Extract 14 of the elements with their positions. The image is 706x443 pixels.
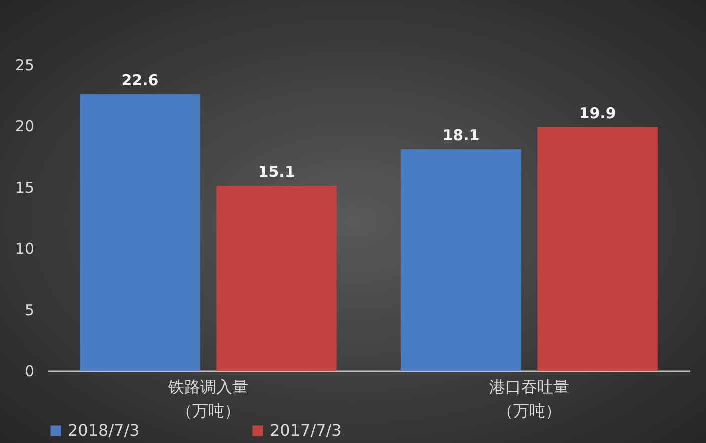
data-label: 19.9: [579, 104, 616, 122]
y-tick-label: 5: [24, 301, 34, 320]
y-tick-label: 0: [24, 362, 34, 380]
legend-label: 2017/7/3: [270, 421, 342, 440]
data-label: 15.1: [258, 163, 296, 182]
y-tick-label: 20: [15, 118, 34, 136]
data-label: 18.1: [442, 126, 480, 144]
data-label: 22.6: [122, 71, 159, 90]
x-tick-label: 港口吞吐量（万吨）: [490, 378, 570, 420]
y-tick-label: 15: [15, 178, 34, 197]
x-tick-label: 铁路调入量（万吨）: [168, 378, 248, 420]
y-tick-label: 25: [15, 56, 34, 74]
y-tick-label: 10: [15, 240, 34, 258]
legend-label: 2018/7/3: [68, 421, 140, 440]
